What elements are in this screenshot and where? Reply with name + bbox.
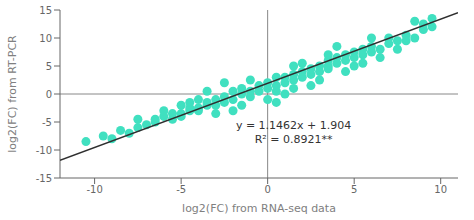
svg-text:-5: -5 [42, 117, 52, 128]
svg-text:-10: -10 [86, 184, 102, 195]
svg-text:15: 15 [39, 5, 52, 16]
svg-text:log2(FC) from RT-PCR: log2(FC) from RT-PCR [8, 35, 19, 153]
svg-text:-5: -5 [176, 184, 186, 195]
svg-text:-10: -10 [36, 145, 52, 156]
svg-text:-15: -15 [36, 173, 52, 184]
svg-text:R² = 0.8921**: R² = 0.8921** [255, 133, 333, 146]
svg-text:5: 5 [46, 61, 52, 72]
svg-text:10: 10 [39, 33, 52, 44]
svg-text:y = 1.1462x + 1.904: y = 1.1462x + 1.904 [236, 119, 351, 132]
svg-text:10: 10 [434, 184, 447, 195]
svg-text:0: 0 [46, 89, 52, 100]
svg-text:0: 0 [264, 184, 270, 195]
svg-text:log2(FC) from RNA-seq data: log2(FC) from RNA-seq data [182, 202, 336, 215]
svg-text:5: 5 [351, 184, 357, 195]
